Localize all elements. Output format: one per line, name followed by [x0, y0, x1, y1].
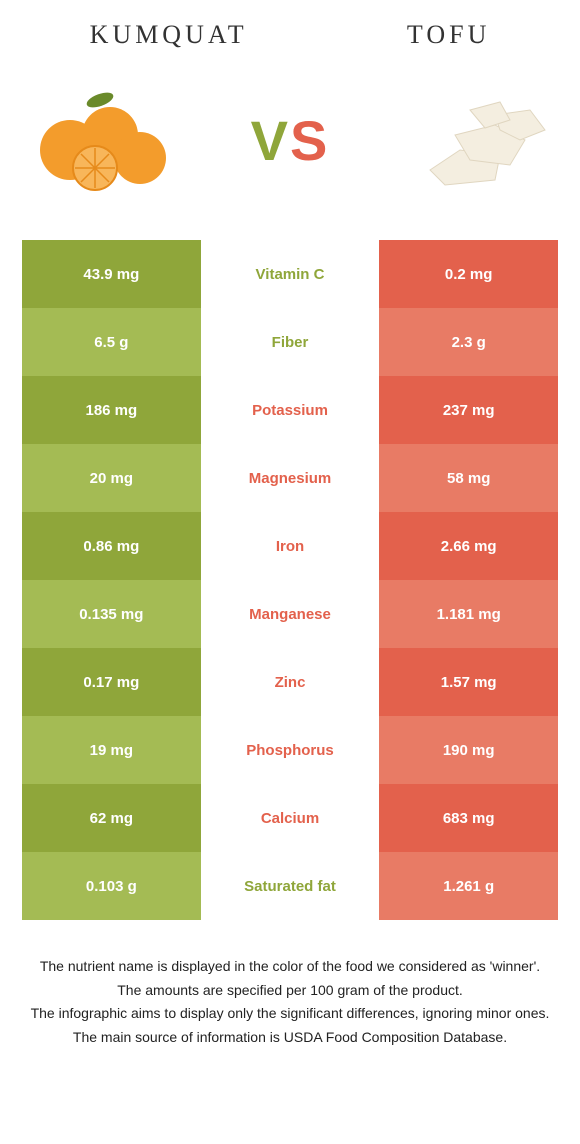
- nutrient-right-value: 1.57 mg: [379, 648, 558, 716]
- nutrient-left-value: 0.135 mg: [22, 580, 201, 648]
- nutrient-right-value: 683 mg: [379, 784, 558, 852]
- nutrient-row: 186 mgPotassium237 mg: [22, 376, 558, 444]
- nutrient-left-value: 0.17 mg: [22, 648, 201, 716]
- nutrient-left-value: 20 mg: [22, 444, 201, 512]
- nutrient-left-value: 62 mg: [22, 784, 201, 852]
- nutrient-row: 19 mgPhosphorus190 mg: [22, 716, 558, 784]
- nutrient-right-value: 1.261 g: [379, 852, 558, 920]
- nutrient-table: 43.9 mgVitamin C0.2 mg6.5 gFiber2.3 g186…: [22, 240, 558, 920]
- nutrient-label: Magnesium: [201, 444, 380, 512]
- nutrient-row: 0.103 gSaturated fat1.261 g: [22, 852, 558, 920]
- nutrient-label: Phosphorus: [201, 716, 380, 784]
- nutrient-left-value: 6.5 g: [22, 308, 201, 376]
- nutrient-row: 43.9 mgVitamin C0.2 mg: [22, 240, 558, 308]
- nutrient-row: 0.86 mgIron2.66 mg: [22, 512, 558, 580]
- food-title-left: Kumquat: [90, 20, 248, 50]
- nutrient-right-value: 237 mg: [379, 376, 558, 444]
- nutrient-right-value: 2.3 g: [379, 308, 558, 376]
- nutrient-left-value: 0.86 mg: [22, 512, 201, 580]
- footnote-line: The nutrient name is displayed in the co…: [30, 956, 550, 978]
- nutrient-left-value: 186 mg: [22, 376, 201, 444]
- nutrient-left-value: 19 mg: [22, 716, 201, 784]
- nutrient-right-value: 190 mg: [379, 716, 558, 784]
- nutrient-label: Iron: [201, 512, 380, 580]
- vs-s: S: [290, 109, 329, 172]
- nutrient-label: Calcium: [201, 784, 380, 852]
- nutrient-row: 20 mgMagnesium58 mg: [22, 444, 558, 512]
- nutrient-right-value: 2.66 mg: [379, 512, 558, 580]
- nutrient-label: Manganese: [201, 580, 380, 648]
- nutrient-row: 6.5 gFiber2.3 g: [22, 308, 558, 376]
- nutrient-right-value: 1.181 mg: [379, 580, 558, 648]
- vs-label: VS: [251, 108, 330, 173]
- footnote-line: The amounts are specified per 100 gram o…: [30, 980, 550, 1002]
- footnote-line: The infographic aims to display only the…: [30, 1003, 550, 1025]
- kumquat-image: [20, 80, 180, 200]
- nutrient-label: Zinc: [201, 648, 380, 716]
- food-title-right: Tofu: [407, 20, 490, 50]
- nutrient-label: Saturated fat: [201, 852, 380, 920]
- nutrient-label: Potassium: [201, 376, 380, 444]
- nutrient-right-value: 0.2 mg: [379, 240, 558, 308]
- header: Kumquat Tofu: [0, 0, 580, 80]
- nutrient-row: 62 mgCalcium683 mg: [22, 784, 558, 852]
- nutrient-row: 0.135 mgManganese1.181 mg: [22, 580, 558, 648]
- nutrient-right-value: 58 mg: [379, 444, 558, 512]
- nutrient-left-value: 0.103 g: [22, 852, 201, 920]
- nutrient-left-value: 43.9 mg: [22, 240, 201, 308]
- hero-row: VS: [0, 80, 580, 240]
- nutrient-label: Vitamin C: [201, 240, 380, 308]
- nutrient-row: 0.17 mgZinc1.57 mg: [22, 648, 558, 716]
- tofu-image: [400, 80, 560, 200]
- nutrient-label: Fiber: [201, 308, 380, 376]
- footnotes: The nutrient name is displayed in the co…: [0, 920, 580, 1049]
- vs-v: V: [251, 109, 290, 172]
- footnote-line: The main source of information is USDA F…: [30, 1027, 550, 1049]
